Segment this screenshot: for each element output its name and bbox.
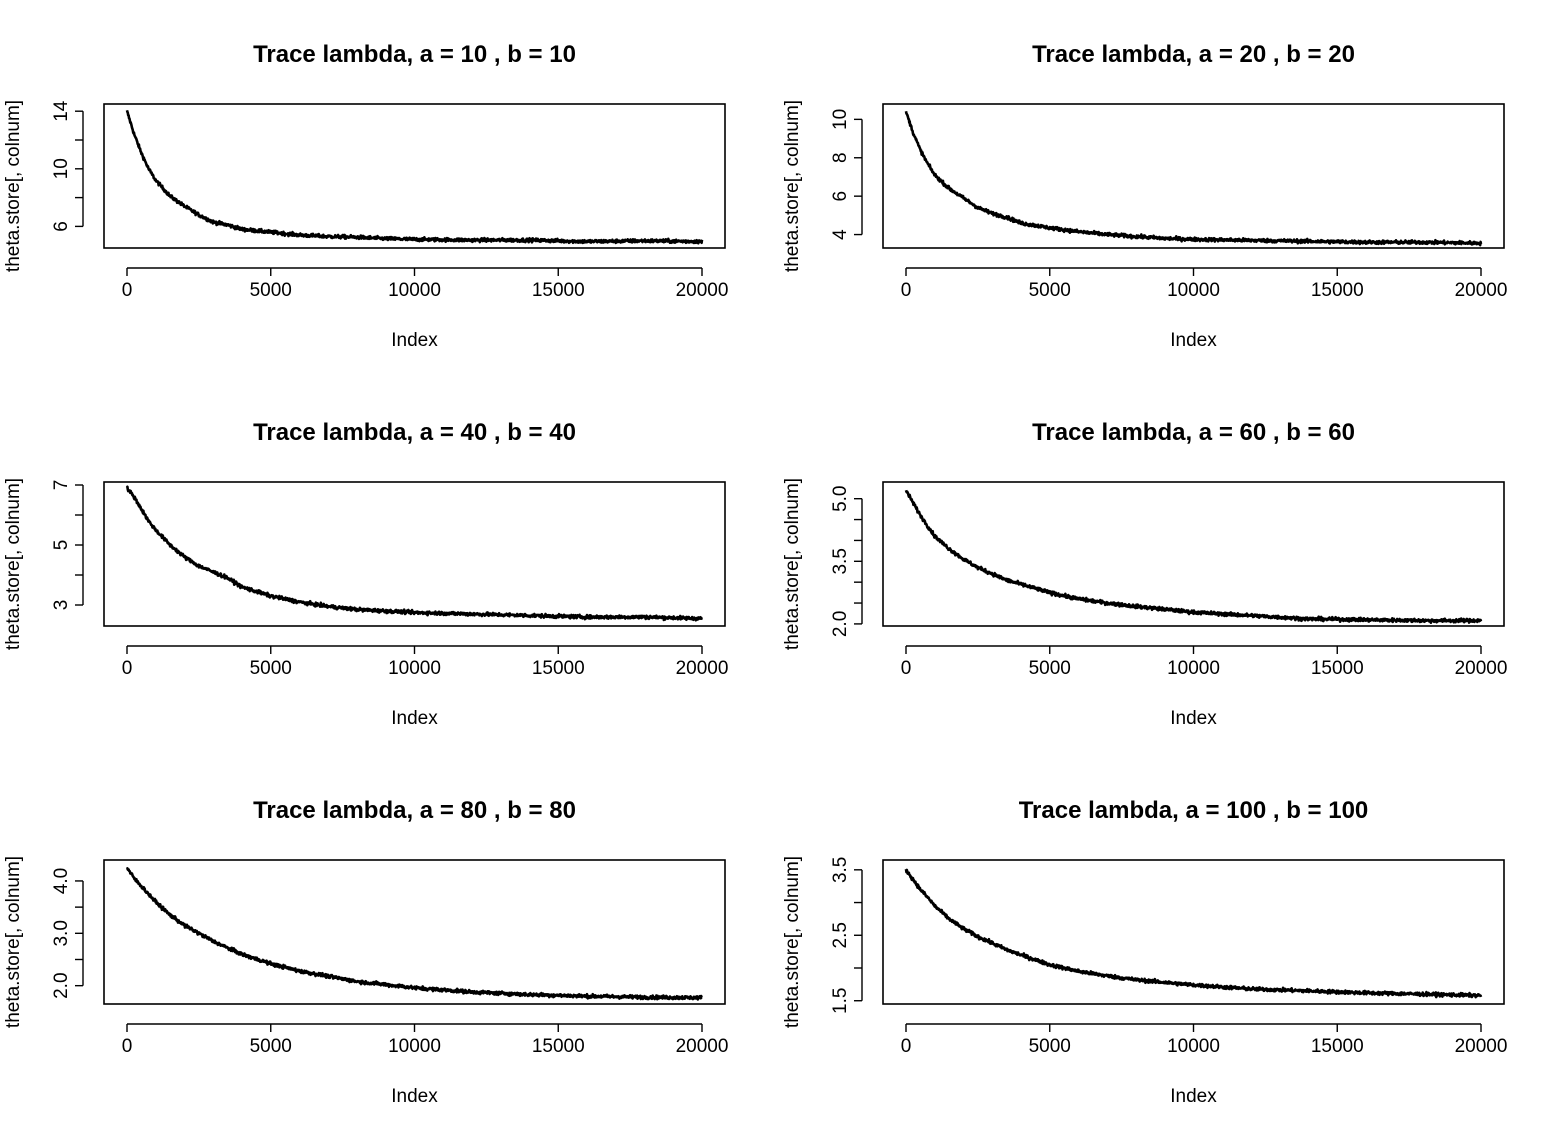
x-tick-label: 15000	[1311, 280, 1364, 301]
x-axis-label: Index	[391, 1086, 438, 1107]
x-tick-label: 20000	[1455, 1036, 1508, 1057]
x-tick-label: 0	[901, 658, 912, 679]
trace-line	[904, 868, 1483, 999]
y-tick-label: 3.0	[51, 920, 72, 946]
x-tick-label: 10000	[1167, 280, 1220, 301]
y-tick-label: 2.0	[830, 611, 851, 637]
x-axis-label: Index	[1170, 708, 1217, 729]
plot-frame	[882, 859, 1505, 1005]
x-tick-label: 5000	[250, 280, 292, 301]
x-tick-label: 10000	[1167, 658, 1220, 679]
y-axis-label: theta.store[, colnum]	[782, 100, 803, 272]
y-tick-label: 3.5	[830, 857, 851, 883]
y-tick-label: 7	[51, 480, 72, 491]
chart-panel: Trace lambda, a = 60 , b = 60 0 5000 10000 1…	[782, 419, 1507, 729]
chart-title: Trace lambda, a = 40 , b = 40	[253, 419, 576, 446]
x-tick-label: 5000	[250, 1036, 292, 1057]
x-tick-label: 20000	[676, 280, 729, 301]
trace-line	[904, 489, 1483, 625]
y-tick-label: 1.5	[830, 988, 851, 1014]
y-tick-label: 2.0	[51, 972, 72, 998]
plot-frame	[103, 859, 726, 1005]
x-tick-label: 10000	[1167, 1036, 1220, 1057]
trace-line	[125, 109, 704, 245]
x-tick-label: 15000	[532, 658, 585, 679]
x-tick-label: 20000	[676, 658, 729, 679]
y-tick-label: 2.5	[830, 922, 851, 948]
chart-panel: Trace lambda, a = 100 , b = 100 0 5000 1000…	[782, 797, 1507, 1107]
chart-title: Trace lambda, a = 10 , b = 10	[253, 41, 576, 68]
chart-panel: Trace lambda, a = 40 , b = 40 0 5000 10000 1…	[3, 419, 728, 729]
x-axis-label: Index	[1170, 330, 1217, 351]
y-tick-label: 6	[830, 191, 851, 202]
x-tick-label: 10000	[388, 658, 441, 679]
x-tick-label: 20000	[1455, 658, 1508, 679]
x-tick-label: 15000	[532, 280, 585, 301]
plot-frame	[882, 103, 1505, 249]
plot-frame	[103, 103, 726, 249]
x-tick-label: 5000	[1029, 658, 1071, 679]
plot-frame	[103, 481, 726, 627]
y-tick-label: 4.0	[51, 868, 72, 894]
x-tick-label: 20000	[676, 1036, 729, 1057]
x-tick-label: 0	[122, 280, 133, 301]
x-tick-label: 15000	[1311, 658, 1364, 679]
y-axis-label: theta.store[, colnum]	[782, 856, 803, 1028]
chart-panel: Trace lambda, a = 10 , b = 10 0 5000 10000 1…	[3, 41, 728, 351]
x-tick-label: 10000	[388, 280, 441, 301]
y-tick-label: 6	[51, 221, 72, 232]
y-tick-label: 3.5	[830, 548, 851, 574]
y-axis-label: theta.store[, colnum]	[3, 478, 24, 650]
y-tick-label: 5.0	[830, 485, 851, 511]
x-axis-label: Index	[1170, 1086, 1217, 1107]
y-tick-label: 10	[830, 109, 851, 130]
x-tick-label: 20000	[1455, 280, 1508, 301]
y-tick-label: 14	[51, 100, 72, 122]
y-axis-label: theta.store[, colnum]	[3, 856, 24, 1028]
x-axis-label: Index	[391, 330, 438, 351]
x-tick-label: 0	[122, 658, 133, 679]
chart-title: Trace lambda, a = 60 , b = 60	[1032, 419, 1355, 446]
chart-panel: Trace lambda, a = 20 , b = 20 0 5000 10000 1…	[782, 41, 1507, 351]
y-tick-label: 10	[51, 158, 72, 179]
y-tick-label: 5	[51, 540, 72, 551]
x-tick-label: 0	[901, 1036, 912, 1057]
x-tick-label: 5000	[1029, 1036, 1071, 1057]
x-tick-label: 5000	[250, 658, 292, 679]
plot-frame	[882, 481, 1505, 627]
y-tick-label: 3	[51, 600, 72, 611]
x-tick-label: 15000	[532, 1036, 585, 1057]
chart-panel: Trace lambda, a = 80 , b = 80 0 5000 10000 1…	[3, 797, 728, 1107]
trace-line	[904, 110, 1483, 247]
chart-title: Trace lambda, a = 100 , b = 100	[1019, 797, 1369, 824]
x-tick-label: 10000	[388, 1036, 441, 1057]
y-tick-label: 8	[830, 152, 851, 163]
x-tick-label: 0	[901, 280, 912, 301]
y-axis-label: theta.store[, colnum]	[3, 100, 24, 272]
chart-title: Trace lambda, a = 80 , b = 80	[253, 797, 576, 824]
y-tick-label: 4	[830, 229, 851, 240]
x-tick-label: 0	[122, 1036, 133, 1057]
trace-line	[125, 485, 704, 622]
trace-line	[125, 867, 703, 1001]
y-axis-label: theta.store[, colnum]	[782, 478, 803, 650]
x-tick-label: 5000	[1029, 280, 1071, 301]
chart-title: Trace lambda, a = 20 , b = 20	[1032, 41, 1355, 68]
x-tick-label: 15000	[1311, 1036, 1364, 1057]
x-axis-label: Index	[391, 708, 438, 729]
